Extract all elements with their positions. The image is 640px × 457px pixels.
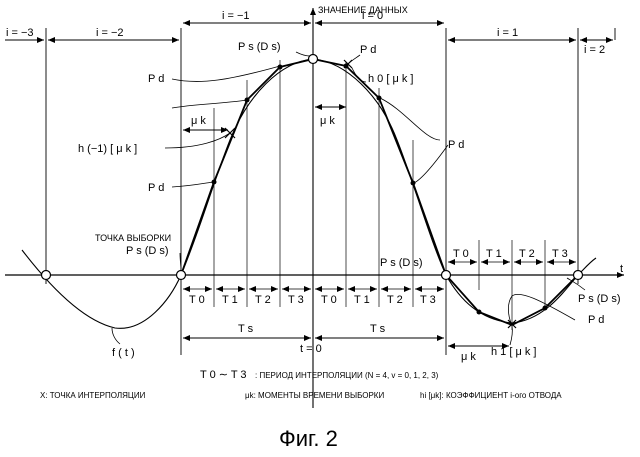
uk-label: μ k <box>191 115 206 127</box>
figure-caption: Фиг. 2 <box>279 426 338 451</box>
sub-interval-label: T 0 <box>453 248 469 260</box>
leader-lines <box>112 52 585 345</box>
sub-interval-label: T 0 <box>189 294 205 306</box>
point-labels: P s (D s) P d P d P d P d P d h 0 [ μ k … <box>78 41 621 363</box>
pd-label: P d <box>360 44 376 56</box>
sub-interval-label: T 1 <box>486 248 502 260</box>
sample-point-label: P s (D s) <box>238 41 281 53</box>
x-axis-label: t <box>620 263 623 275</box>
legend-x-def: X: ТОЧКА ИНТЕРПОЛЯЦИИ <box>40 391 146 400</box>
period-label-left: T s <box>238 323 254 335</box>
pd-label: P d <box>448 139 464 151</box>
tap-coefficient-label: h 1 [ μ k ] <box>491 346 536 358</box>
sample-point-label: P s (D s) <box>578 293 621 305</box>
sample-point-label: P s (D s) <box>380 257 423 269</box>
tap-coefficient-label: h (−1) [ μ k ] <box>78 143 137 155</box>
sample-point-label: P s (D s) <box>126 245 169 257</box>
sub-interval-label: T 2 <box>387 294 403 306</box>
time-zero-label: t = 0 <box>300 343 322 355</box>
uk-label: μ k <box>320 115 335 127</box>
interval-label: i = −2 <box>96 27 124 39</box>
legend-period-desc: : ПЕРИОД ИНТЕРПОЛЯЦИИ (N = 4, v = 0, 1, … <box>255 371 439 380</box>
sample-points <box>42 55 583 280</box>
interval-label: i = 2 <box>584 44 605 56</box>
legend-uk-def: μk: МОМЕНТЫ ВРЕМЕНИ ВЫБОРКИ <box>245 391 384 400</box>
sub-interval-label: T 3 <box>288 294 304 306</box>
sub-interval-label: T 1 <box>354 294 370 306</box>
pd-label: P d <box>148 182 164 194</box>
uk-label: μ k <box>461 351 476 363</box>
sub-interval-label: T 1 <box>222 294 238 306</box>
interval-label: i = 0 <box>362 10 383 22</box>
function-curve <box>22 59 596 328</box>
interval-label: i = 1 <box>497 27 518 39</box>
sub-interval-label: T 2 <box>255 294 271 306</box>
interval-label: i = −3 <box>6 27 34 39</box>
pd-label: P d <box>588 314 604 326</box>
top-interval-labels: i = −3 i = −2 i = −1 i = 0 i = 1 i = 2 <box>6 10 605 56</box>
interval-label: i = −1 <box>222 10 250 22</box>
legend-hi-def: hi [μk]: КОЭФФИЦИЕНТ i-ого ОТВОДА <box>420 391 562 400</box>
sub-interval-label: T 3 <box>420 294 436 306</box>
sub-interval-label: T 0 <box>321 294 337 306</box>
legend: T 0 ∼ T 3 : ПЕРИОД ИНТЕРПОЛЯЦИИ (N = 4, … <box>40 369 562 400</box>
period-label-right: T s <box>370 323 386 335</box>
sample-point-caption: ТОЧКА ВЫБОРКИ <box>95 233 171 243</box>
sub-interval-label: T 3 <box>552 248 568 260</box>
legend-period-symbol: T 0 ∼ T 3 <box>200 369 247 381</box>
function-label: f ( t ) <box>112 347 135 359</box>
sub-interval-labels-row2: T 0 T 1 T 2 T 3 <box>453 248 568 260</box>
sub-interval-label: T 2 <box>519 248 535 260</box>
sub-interval-labels-row1: T 0 T 1 T 2 T 3 T 0 T 1 T 2 T 3 <box>189 294 436 306</box>
interpolation-marks <box>225 60 516 328</box>
pd-label: P d <box>148 73 164 85</box>
tap-coefficient-label: h 0 [ μ k ] <box>368 73 413 85</box>
